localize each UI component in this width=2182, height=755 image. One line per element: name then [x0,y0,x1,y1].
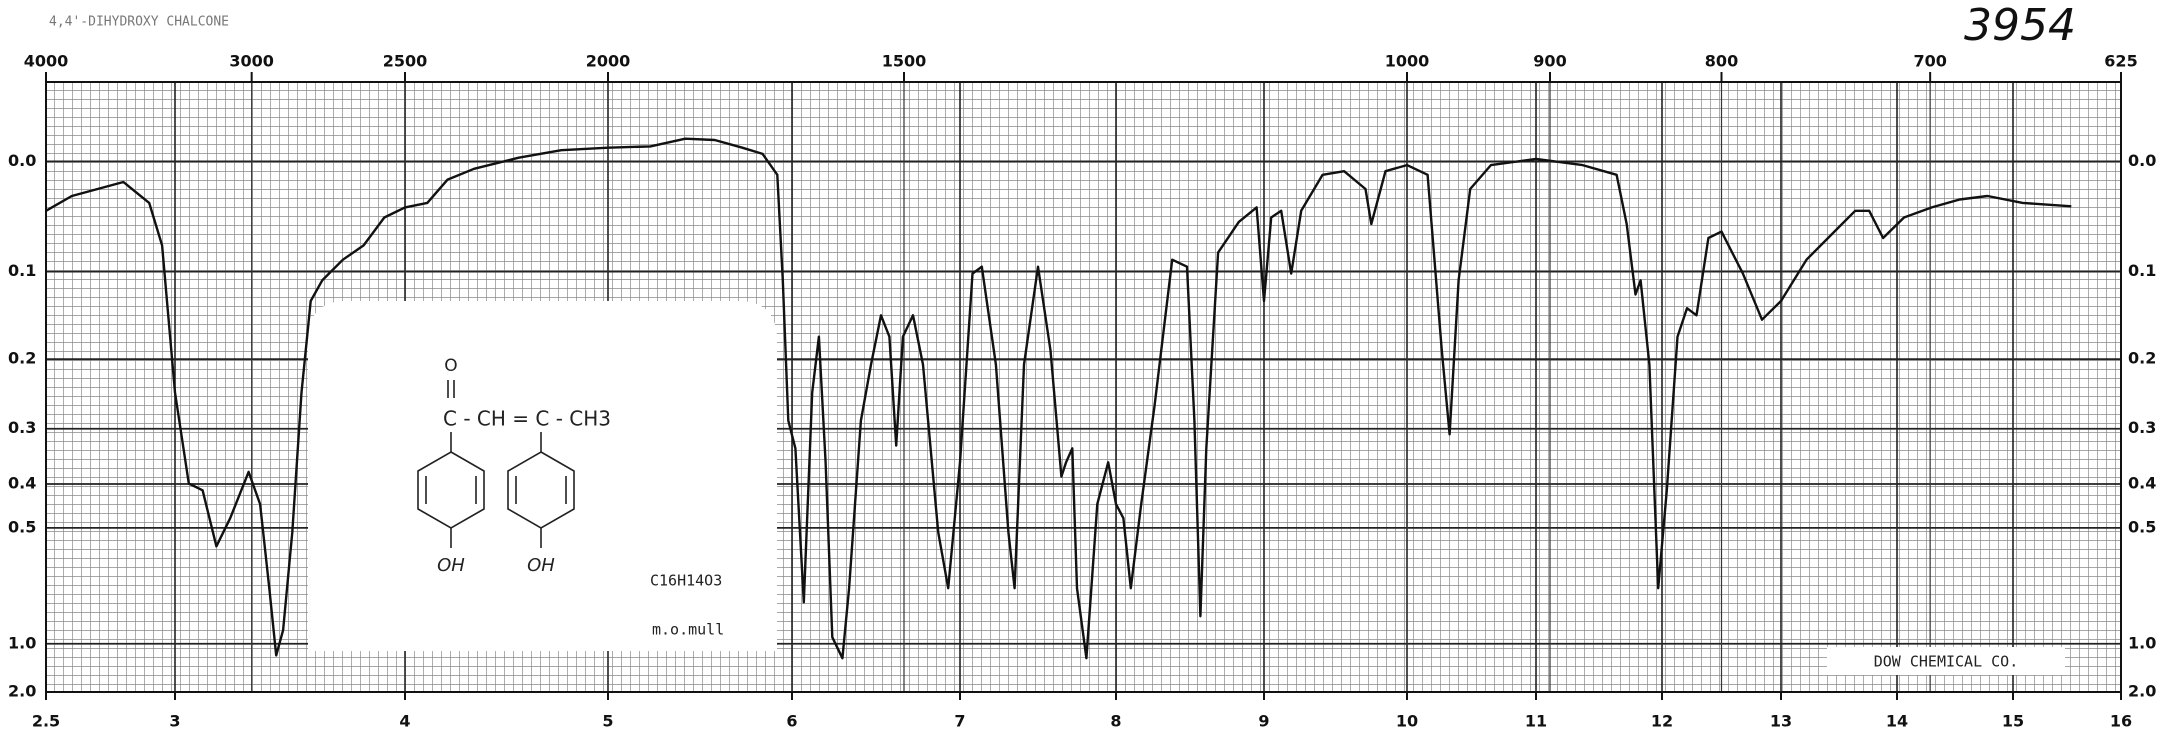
chart-title: 4,4'-DIHYDROXY CHALCONE [49,15,229,30]
x2-tick-label: 3000 [229,52,274,71]
source-label: DOW CHEMICAL CO. [1874,653,2019,671]
y-tick-label: 1.0 [8,633,36,652]
y-tick-label: 0.2 [2128,349,2156,368]
x-tick-label: 11 [1525,712,1547,731]
x-tick-label: 14 [1886,712,1908,731]
source-box [1827,647,2065,675]
y-tick-label: 0.0 [8,151,36,170]
structure-panel [308,301,777,651]
y-tick-label: 0.5 [8,517,36,536]
x2-tick-label: 4000 [24,52,69,71]
catalog-number: 3954 [1964,0,2076,51]
y-tick-label: 1.0 [2128,633,2156,652]
plot-frame [45,81,2122,693]
x-tick-label: 3 [169,712,180,731]
data-layer [45,137,2072,660]
substituent-label: OH [527,555,555,576]
x-tick-label: 4 [399,712,410,731]
y-tick-label: 2.0 [8,682,36,701]
spectrum-line [45,137,2072,660]
y-tick-label: 2.0 [2128,682,2156,701]
x2-tick-label: 700 [1913,52,1946,71]
x-tick-label: 6 [786,712,797,731]
x-tick-label: 8 [1110,712,1121,731]
x-tick-label: 13 [1770,712,1792,731]
formula: C16H14O3 [650,572,722,590]
y-tick-label: 0.2 [8,349,36,368]
x2-tick-label: 1500 [882,52,927,71]
carbonyl-label: O [444,356,457,376]
x-tick-label: 9 [1258,712,1269,731]
chain-label: C - CH = C - CH3 [443,407,611,431]
y-tick-label: 0.0 [2128,151,2156,170]
y-tick-label: 0.1 [8,261,36,280]
x-tick-label: 12 [1651,712,1673,731]
x-tick-label: 5 [602,712,613,731]
x-tick-label: 2.5 [32,712,60,731]
y-tick-label: 0.4 [2128,473,2156,492]
x-tick-label: 15 [2002,712,2024,731]
x2-tick-label: 1000 [1385,52,1430,71]
y-tick-label: 0.5 [2128,517,2156,536]
x2-tick-label: 900 [1533,52,1566,71]
x2-tick-label: 2000 [586,52,631,71]
y-tick-label: 0.4 [8,473,36,492]
x-tick-label: 10 [1396,712,1418,731]
x2-tick-label: 800 [1705,52,1738,71]
y-tick-label: 0.3 [8,418,36,437]
sample-prep: m.o.mull [652,621,724,639]
structure [417,380,575,548]
x2-tick-label: 2500 [383,52,428,71]
x2-tick-label: 625 [2104,52,2137,71]
x-tick-label: 16 [2110,712,2132,731]
y-tick-label: 0.1 [2128,261,2156,280]
substituent-label: OH [437,555,465,576]
x-tick-label: 7 [954,712,965,731]
y-tick-label: 0.3 [2128,418,2156,437]
